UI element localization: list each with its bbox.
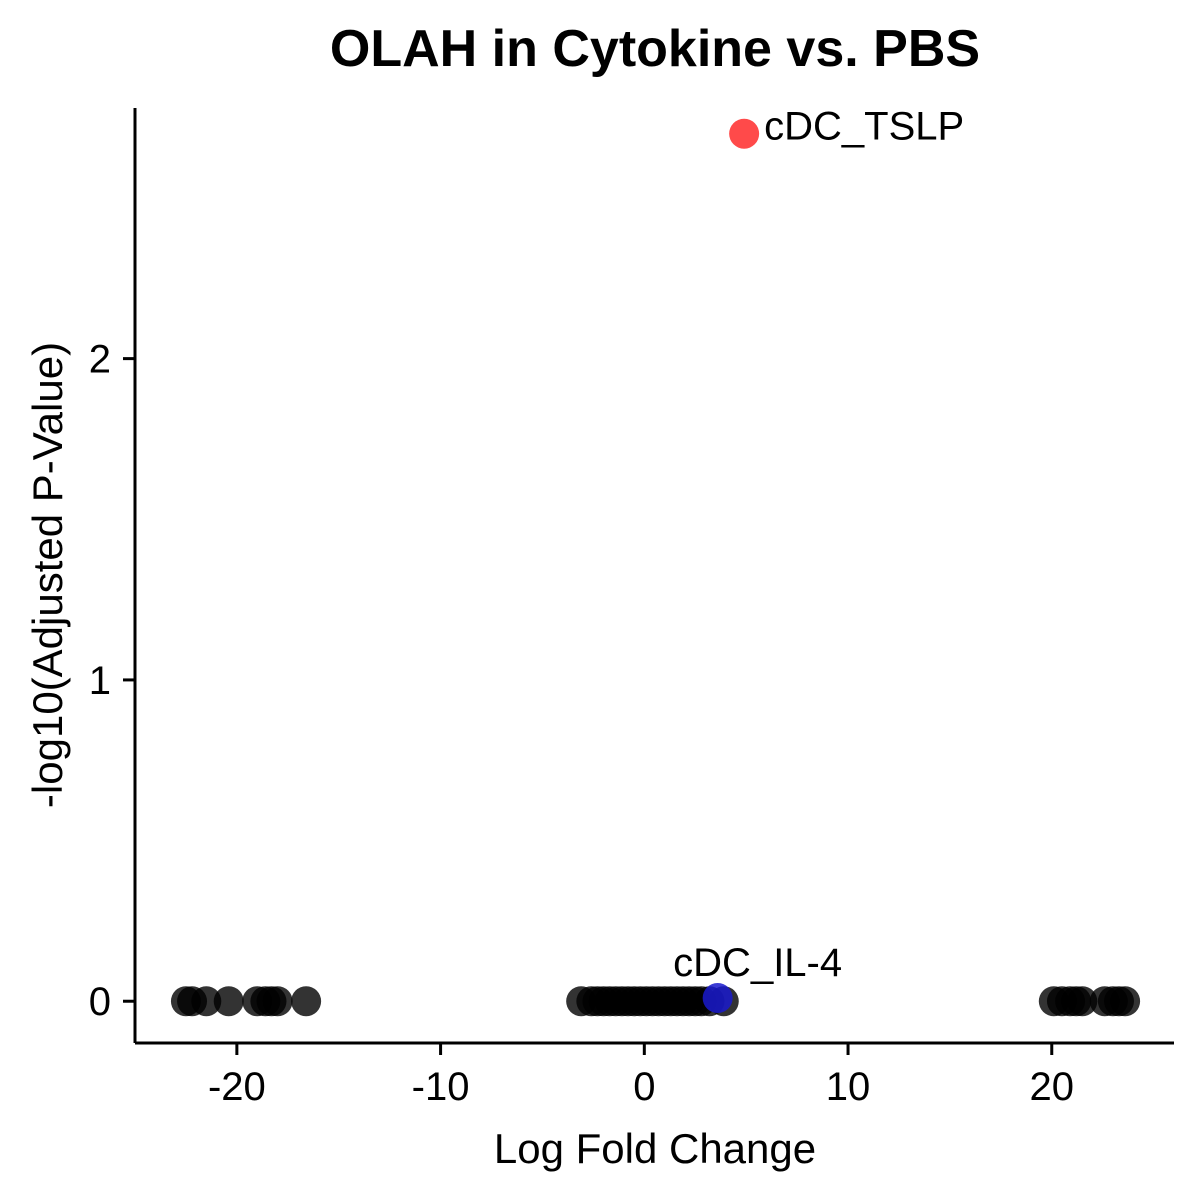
data-point [213,986,244,1017]
highlighted-points: cDC_TSLP cDC_IL-4 [673,105,964,1014]
highlighted-point-cdc_il-4 [702,983,733,1014]
y-tick-label: 0 [89,980,111,1024]
x-tick-label: 20 [1030,1065,1075,1109]
point-annotation: cDC_IL-4 [673,941,842,985]
data-point [291,986,322,1017]
x-tick-label: 10 [826,1065,871,1109]
data-points [170,986,1141,1017]
x-axis-title: Log Fold Change [494,1125,816,1172]
y-tick-label: 1 [89,659,111,703]
chart-title: OLAH in Cytokine vs. PBS [330,20,980,78]
x-tick-label: 0 [633,1065,655,1109]
x-tick-label: -10 [412,1065,470,1109]
y-axis-ticks: 0 1 2 [89,338,135,1024]
data-point [262,986,293,1017]
data-point [1110,986,1141,1017]
y-axis-title: -log10(Adjusted P-Value) [24,342,71,808]
point-annotation: cDC_TSLP [764,105,964,149]
data-point [191,986,222,1017]
x-axis-ticks: -20 -10 0 10 20 [208,1043,1074,1109]
y-tick-label: 2 [89,338,111,382]
highlighted-point-cdc_tslp [729,118,760,149]
data-point [1067,986,1098,1017]
x-tick-label: -20 [208,1065,266,1109]
